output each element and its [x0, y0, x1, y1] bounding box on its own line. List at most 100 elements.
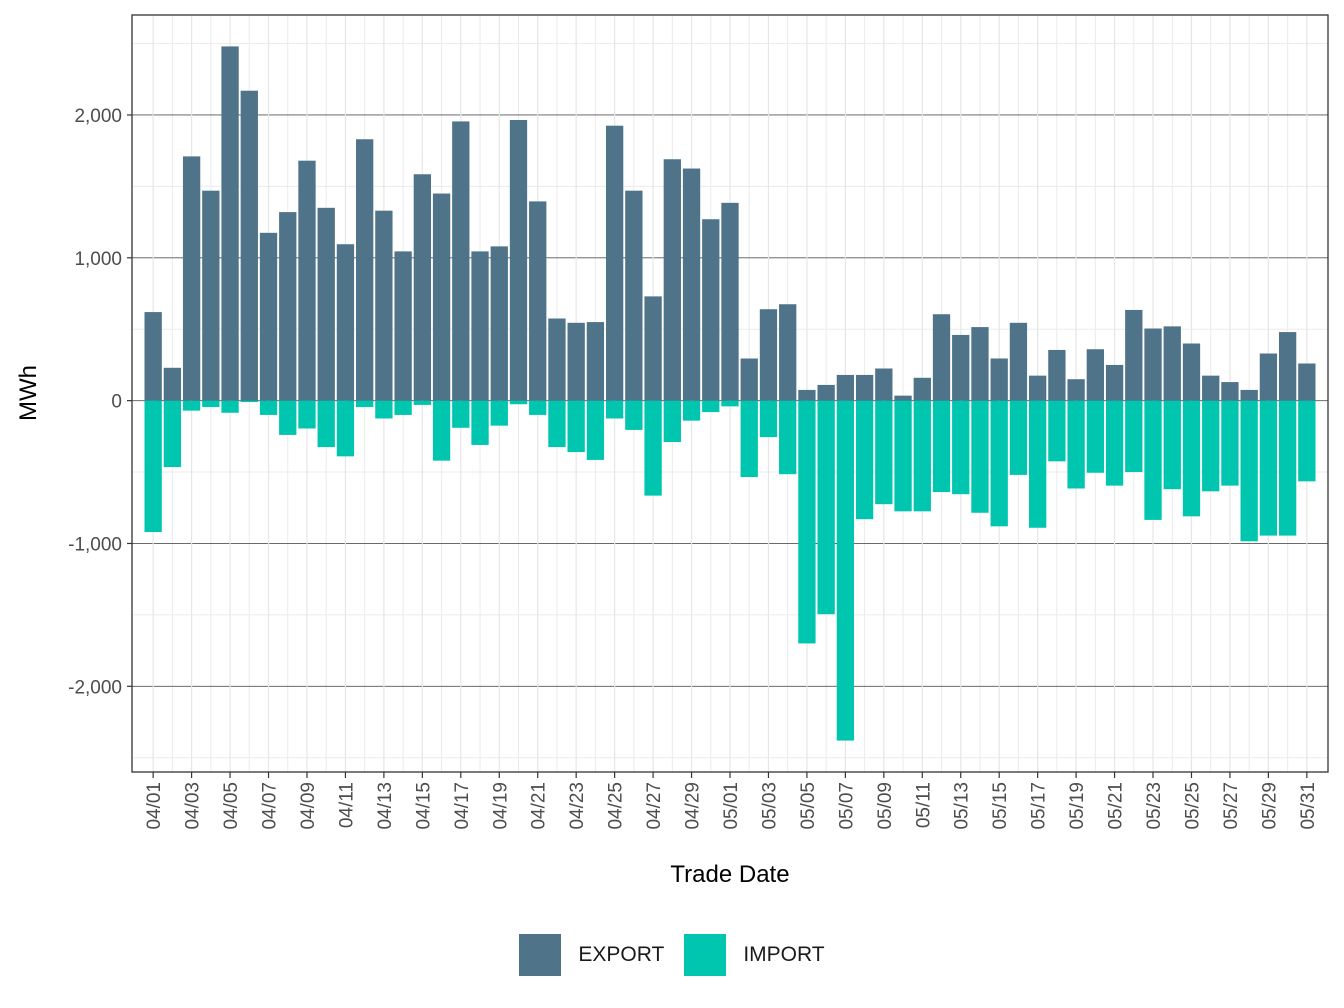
x-tick-label: 05/29	[1259, 782, 1280, 830]
bar-export-04-04	[202, 190, 220, 401]
y-axis-ticks: -2,000 -1,000 0 1,000 2,000	[68, 106, 132, 698]
bar-export-05-02	[740, 358, 758, 401]
x-tick-label: 05/01	[721, 782, 742, 830]
bar-import-04-10	[317, 400, 335, 448]
x-tick-label: 04/07	[260, 782, 281, 830]
bar-import-04-29	[682, 400, 701, 421]
bar-import-04-19	[490, 400, 508, 426]
x-axis-ticks: 04/01 04/03 04/05 04/07 04/09 04/11 04/13 04/15…	[144, 772, 1319, 830]
bar-export-04-07	[259, 232, 278, 401]
bar-export-04-27	[644, 296, 662, 401]
bar-export-05-04	[779, 304, 797, 401]
bar-export-05-18	[1048, 349, 1066, 401]
x-tick-label: 05/05	[798, 782, 819, 830]
bar-import-04-17	[452, 400, 470, 428]
bar-import-05-06	[817, 400, 835, 615]
bar-export-04-22	[548, 318, 566, 401]
x-tick-label: 04/03	[183, 782, 204, 830]
bar-export-05-13	[952, 334, 970, 401]
bar-export-04-01	[144, 312, 162, 401]
bar-import-04-15	[413, 400, 431, 405]
x-tick-label: 05/07	[836, 782, 857, 830]
bar-import-05-29	[1259, 400, 1278, 536]
bar-export-04-29	[682, 168, 701, 401]
y-tick-label: 0	[111, 392, 122, 413]
legend-swatch-export	[519, 934, 562, 976]
x-tick-label: 04/27	[644, 782, 665, 830]
bar-export-04-05	[221, 46, 239, 401]
bar-export-05-22	[1125, 309, 1143, 401]
bar-import-05-24	[1163, 400, 1181, 490]
bar-export-05-14	[971, 327, 989, 401]
bar-import-04-07	[259, 400, 278, 415]
bar-import-05-19	[1067, 400, 1085, 489]
bar-import-04-22	[548, 400, 566, 448]
bars	[144, 46, 1316, 741]
bar-export-05-31	[1298, 363, 1316, 401]
bar-import-05-02	[740, 400, 758, 478]
bar-export-05-12	[932, 314, 951, 401]
x-tick-label: 04/01	[144, 782, 165, 830]
bar-import-05-30	[1278, 400, 1297, 536]
x-tick-label: 04/13	[375, 782, 396, 830]
bar-import-04-02	[163, 400, 182, 468]
bar-export-05-21	[1105, 364, 1124, 401]
bar-import-05-08	[855, 400, 874, 520]
bar-export-04-24	[586, 322, 605, 401]
x-tick-label: 05/25	[1182, 782, 1203, 830]
bar-import-05-07	[836, 400, 855, 741]
bar-export-05-05	[798, 389, 816, 401]
bar-import-04-05	[221, 400, 239, 413]
bar-export-05-03	[759, 309, 778, 401]
bar-import-05-15	[990, 400, 1008, 527]
bar-export-04-18	[471, 251, 489, 401]
bar-export-05-07	[836, 374, 855, 401]
bar-import-04-30	[702, 400, 720, 413]
bar-import-05-17	[1029, 400, 1047, 528]
bar-import-05-26	[1202, 400, 1220, 492]
bar-import-05-27	[1221, 400, 1239, 486]
bar-export-04-14	[394, 251, 412, 401]
legend-swatch-import	[684, 934, 727, 976]
bar-import-05-05	[798, 400, 816, 644]
bar-export-04-19	[490, 246, 508, 401]
bar-export-05-25	[1182, 343, 1201, 401]
y-tick-label: -1,000	[68, 534, 122, 555]
bar-import-05-12	[932, 400, 951, 493]
bar-export-05-10	[894, 395, 912, 401]
y-tick-label: 1,000	[74, 249, 122, 270]
bar-export-04-03	[182, 156, 201, 401]
legend-item-export: EXPORT	[519, 934, 664, 976]
legend-item-import: IMPORT	[684, 934, 825, 976]
y-axis-title: MWh	[15, 365, 42, 421]
bar-import-04-16	[432, 400, 451, 461]
x-tick-label: 04/05	[221, 782, 242, 830]
x-tick-label: 04/17	[452, 782, 473, 830]
bar-import-04-09	[298, 400, 316, 429]
x-tick-label: 05/17	[1029, 782, 1050, 830]
bar-export-04-11	[336, 244, 355, 401]
bar-export-04-06	[240, 90, 258, 401]
bar-export-04-13	[375, 210, 393, 401]
bar-export-05-24	[1163, 326, 1181, 401]
x-tick-label: 04/23	[567, 782, 588, 830]
bar-export-05-16	[1009, 322, 1028, 401]
bar-import-04-03	[182, 400, 201, 411]
bar-import-05-04	[779, 400, 797, 475]
bar-import-05-03	[759, 400, 778, 438]
x-tick-label: 04/19	[490, 782, 511, 830]
bar-import-04-28	[663, 400, 681, 443]
bar-import-05-18	[1048, 400, 1066, 462]
bar-export-04-12	[356, 139, 374, 401]
y-tick-label: -2,000	[68, 677, 122, 698]
bar-export-05-28	[1240, 389, 1258, 401]
bar-export-05-29	[1259, 353, 1278, 401]
bar-import-04-25	[605, 400, 624, 419]
bar-import-05-21	[1105, 400, 1124, 486]
bar-import-04-13	[375, 400, 393, 419]
bar-import-04-24	[586, 400, 605, 460]
x-tick-label: 05/13	[952, 782, 973, 830]
bar-import-05-13	[952, 400, 970, 495]
bar-export-05-11	[913, 377, 931, 401]
